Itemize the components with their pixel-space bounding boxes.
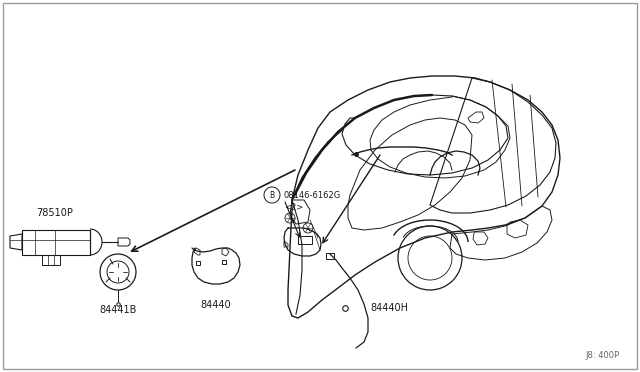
- Bar: [298, 236, 312, 244]
- Bar: [326, 253, 334, 259]
- Text: B: B: [269, 190, 275, 199]
- Text: 84441B: 84441B: [99, 305, 137, 315]
- Text: 08146-6162G: 08146-6162G: [284, 190, 341, 199]
- Text: 84440: 84440: [201, 300, 231, 310]
- Text: J8: 400P: J8: 400P: [586, 351, 620, 360]
- Text: 78510P: 78510P: [36, 208, 74, 218]
- Text: <2>: <2>: [284, 202, 303, 212]
- Text: 84440H: 84440H: [370, 303, 408, 313]
